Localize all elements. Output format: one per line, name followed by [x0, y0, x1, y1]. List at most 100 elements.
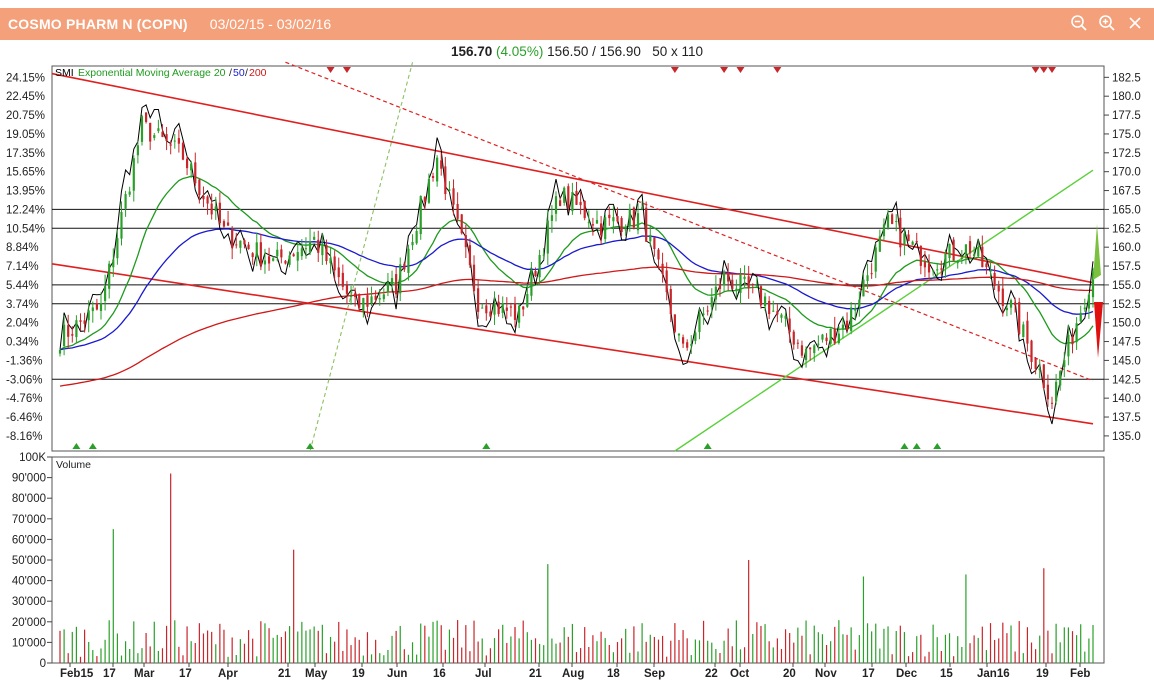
candle-body	[95, 303, 98, 310]
candle-body	[608, 214, 611, 219]
candle-body	[722, 271, 726, 286]
candle-body	[866, 275, 869, 281]
candle-body	[267, 256, 271, 264]
candle-body	[833, 328, 836, 344]
candle-body	[411, 241, 414, 246]
right-tick-label: 147.5	[1112, 337, 1141, 349]
candle-body	[1055, 381, 1058, 402]
volume-tick-label: 40'000	[12, 576, 46, 588]
candle-body	[198, 179, 201, 196]
candle-body	[1063, 360, 1066, 368]
candle-body	[886, 214, 890, 228]
candle-body	[804, 348, 808, 361]
candle-body	[472, 264, 476, 292]
candle-body	[870, 273, 873, 275]
candle-body	[329, 258, 332, 264]
volume-tick-label: 30'000	[12, 596, 46, 608]
candle-body	[1042, 364, 1045, 388]
candle-body	[567, 186, 570, 208]
candle-body	[563, 187, 566, 203]
candle-body	[292, 254, 295, 257]
candle-body	[837, 333, 840, 344]
left-tick-label: -6.46%	[6, 412, 42, 424]
candle-body	[1071, 336, 1074, 345]
right-tick-label: 152.5	[1112, 299, 1141, 311]
candle-body	[653, 237, 656, 250]
candle-body	[1046, 384, 1050, 400]
candle-body	[985, 263, 988, 268]
left-tick-label: -1.36%	[6, 355, 42, 367]
candle-body	[194, 162, 197, 184]
candle-body	[276, 249, 279, 257]
candle-body	[731, 279, 734, 290]
close-icon[interactable]	[1126, 14, 1144, 32]
candle-body	[79, 320, 82, 322]
right-tick-label: 170.0	[1112, 167, 1141, 179]
axes: 182.5 180.0 177.5 175.0 172.5 170.0 167.5 165.0…	[6, 72, 1141, 680]
candle-body	[977, 247, 980, 257]
candle-body	[964, 244, 968, 255]
candles	[58, 112, 1095, 410]
candle-body	[280, 249, 283, 258]
candle-body	[493, 303, 496, 315]
right-tick-label: 135.0	[1112, 431, 1141, 443]
legend-ema-label: Exponential Moving Average 20	[78, 67, 226, 79]
sell-marker	[1031, 67, 1040, 73]
candle-body	[907, 234, 910, 241]
buy-marker	[306, 443, 315, 449]
candle-body	[911, 241, 914, 245]
candle-body	[218, 202, 221, 224]
sell-marker	[720, 67, 729, 73]
candle-body	[173, 140, 176, 142]
candle-body	[341, 272, 344, 287]
x-tick-label: 18	[607, 668, 620, 680]
x-tick-label: Feb	[1070, 668, 1090, 680]
candle-body	[632, 207, 635, 228]
candle-body	[165, 134, 168, 142]
candle-body	[665, 270, 668, 293]
x-tick-label: 16	[433, 668, 446, 680]
candle-body	[850, 307, 853, 331]
buy-marker	[482, 443, 491, 449]
candle-body	[702, 313, 705, 315]
candle-body	[686, 342, 689, 348]
zoom-out-icon[interactable]	[1070, 14, 1088, 32]
candle-body	[481, 307, 484, 309]
candle-body	[190, 163, 193, 171]
left-tick-label: 19.05%	[6, 129, 45, 141]
candle-body	[735, 288, 738, 292]
candle-body	[222, 221, 226, 227]
legend-slash-1: /	[229, 67, 232, 79]
zoom-in-icon[interactable]	[1098, 14, 1116, 32]
sell-marker	[1039, 67, 1048, 73]
legend-prefix: SMI	[55, 67, 74, 79]
candle-body	[386, 282, 390, 293]
x-tick-label: 17	[179, 668, 192, 680]
candle-body	[75, 320, 78, 338]
right-tick-label: 167.5	[1112, 186, 1141, 198]
right-tick-label: 182.5	[1112, 72, 1141, 84]
candle-body	[108, 263, 111, 289]
candle-body	[259, 242, 262, 266]
candle-body	[1067, 334, 1070, 357]
candle-body	[460, 214, 463, 234]
candle-body	[390, 278, 394, 285]
candle-body	[878, 236, 881, 252]
volume-tick-label: 50'000	[12, 555, 46, 567]
candle-body	[296, 251, 299, 261]
left-tick-label: 17.35%	[6, 148, 45, 160]
candle-body	[759, 286, 763, 306]
candle-body	[587, 222, 590, 224]
right-tick-label: 157.5	[1112, 261, 1141, 273]
instrument-name: COSMO PHARM N (COPN)	[8, 16, 188, 32]
candle-body	[522, 306, 525, 310]
right-tick-label: 155.0	[1112, 280, 1141, 292]
candle-body	[796, 342, 799, 344]
candle-body	[710, 297, 713, 307]
candle-body	[140, 116, 144, 142]
sell-marker	[736, 67, 745, 73]
candle-body	[636, 213, 640, 231]
candle-body	[743, 276, 746, 280]
sell-marker	[773, 67, 782, 73]
